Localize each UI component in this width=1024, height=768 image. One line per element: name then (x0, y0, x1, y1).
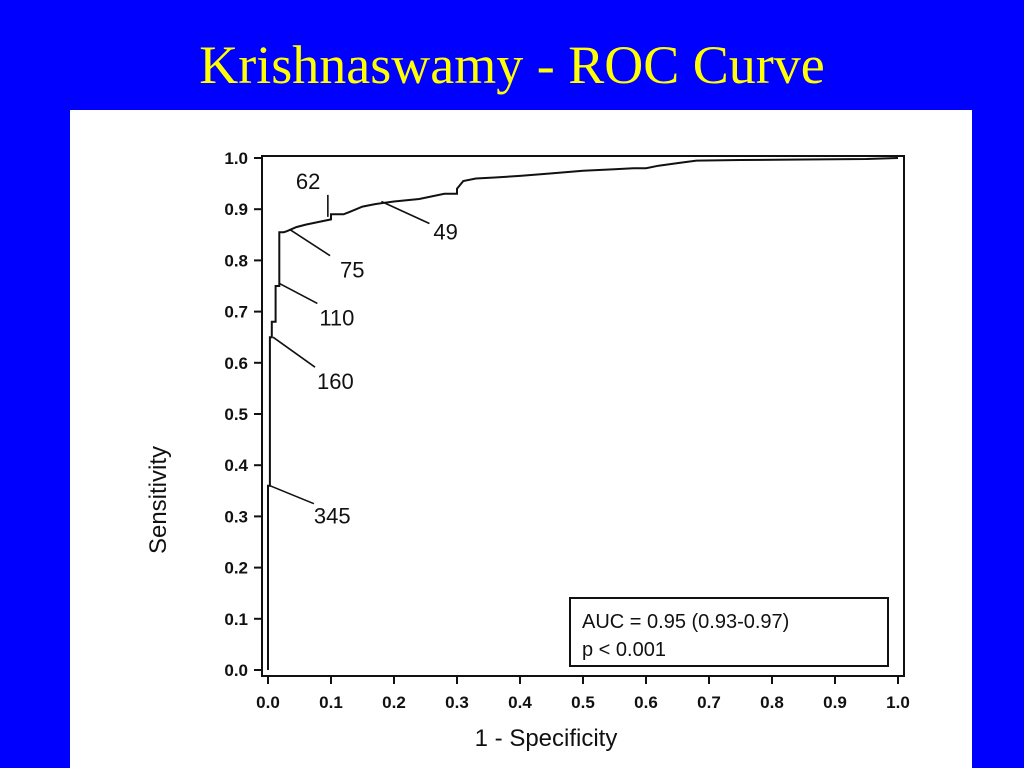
y-tick-label: 0.2 (224, 559, 248, 578)
y-tick-label: 0.3 (224, 507, 248, 526)
cutoff-leader-line (289, 229, 331, 257)
plot-axes: 0.0 0.1 0.2 0.3 0.4 0.5 0.6 0.7 0.8 0.9 1.0 0.0 0.1 0… (224, 149, 909, 712)
y-tick-label: 0.8 (224, 251, 248, 270)
cutoff-label-49: 49 (433, 220, 457, 245)
x-tick-label: 0.9 (823, 693, 847, 712)
cutoff-label-62: 62 (296, 169, 320, 194)
cutoff-label-110: 110 (319, 305, 354, 330)
auc-text: AUC = 0.95 (0.93-0.97) (582, 611, 789, 633)
y-tick-label: 1.0 (224, 149, 248, 168)
x-tick-label: 0.6 (634, 693, 658, 712)
y-tick-label: 0.0 (224, 661, 248, 680)
cutoff-leader-line (272, 336, 316, 368)
y-tick-label: 0.5 (224, 405, 248, 424)
x-axis-title: 1 - Specificity (475, 725, 618, 752)
x-tick-label: 0.4 (508, 693, 532, 712)
cutoff-leader-line (381, 200, 430, 225)
cutoff-label-160: 160 (317, 369, 354, 394)
auc-box: AUC = 0.95 (0.93-0.97) p < 0.001 (569, 597, 889, 667)
y-tick-label: 0.4 (224, 456, 248, 475)
x-tick-label: 0.8 (760, 693, 784, 712)
roc-curve-line (267, 157, 899, 670)
auc-box-border (569, 597, 889, 667)
x-tick-label: 1.0 (886, 693, 910, 712)
x-tick-label: 0.5 (571, 693, 595, 712)
p-value-text: p < 0.001 (582, 639, 666, 661)
slide-title: Krishnaswamy - ROC Curve (199, 35, 825, 95)
x-tick-label: 0.2 (382, 693, 406, 712)
x-tick-label: 0.0 (256, 693, 280, 712)
y-tick-label: 0.6 (224, 354, 248, 373)
chart-panel: 0.0 0.1 0.2 0.3 0.4 0.5 0.6 0.7 0.8 0.9 1.0 0.0 0.1 0… (70, 110, 972, 768)
cutoff-leader-line (269, 484, 315, 505)
y-tick-label: 0.1 (224, 610, 248, 629)
roc-chart: 0.0 0.1 0.2 0.3 0.4 0.5 0.6 0.7 0.8 0.9 1.0 0.0 0.1 0… (145, 149, 910, 752)
cutoff-label-345: 345 (314, 504, 351, 529)
cutoff-label-75: 75 (340, 258, 364, 283)
cutoff-annotations: 62 49 75 110 160 345 (269, 169, 458, 529)
x-tick-label: 0.1 (319, 693, 343, 712)
roc-curve-group (267, 157, 899, 670)
cutoff-leader-line (278, 282, 318, 305)
x-tick-label: 0.3 (445, 693, 469, 712)
y-tick-label: 0.9 (224, 200, 248, 219)
x-tick-label: 0.7 (697, 693, 721, 712)
y-axis-title: Sensitivity (145, 446, 172, 554)
y-tick-label: 0.7 (224, 303, 248, 322)
